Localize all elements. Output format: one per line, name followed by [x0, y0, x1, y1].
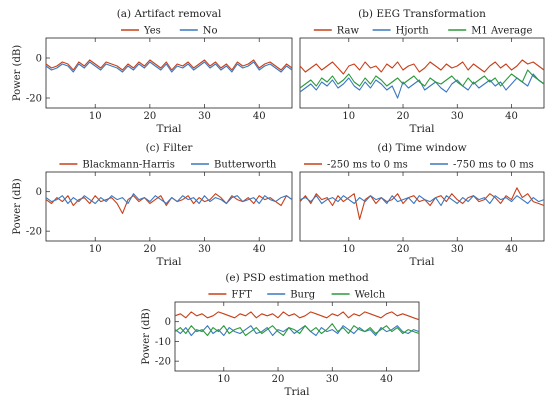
- y-tick-label: -20: [155, 357, 171, 368]
- series-line--250-ms-to-0-ms: [299, 187, 545, 220]
- series-line-yes: [45, 59, 293, 71]
- y-tick-label: -20: [26, 94, 42, 105]
- axes-frame: [174, 301, 420, 372]
- x-tick-label: 10: [217, 374, 230, 385]
- y-axis-label: Power (dB): [12, 45, 23, 101]
- legend-label: FFT: [231, 290, 252, 301]
- axes-frame: [45, 37, 293, 109]
- panel-title: (b) EEG Transformation: [358, 8, 486, 20]
- x-tick-label: 30: [198, 244, 211, 255]
- series-line-hjorth: [299, 73, 545, 99]
- series-line-burg: [174, 325, 420, 337]
- y-tick-label: -10: [155, 337, 171, 348]
- series-line-no: [45, 61, 293, 73]
- x-axis-label: Trial: [285, 386, 311, 398]
- x-tick-label: 10: [89, 111, 102, 122]
- x-tick-label: 40: [253, 244, 266, 255]
- x-axis-label: Trial: [157, 123, 183, 135]
- legend-label: Butterworth: [214, 160, 277, 171]
- x-tick-label: 30: [451, 244, 464, 255]
- y-tick-label: 0: [165, 317, 171, 328]
- series-line-fft: [174, 311, 420, 321]
- legend-label: No: [203, 26, 218, 37]
- x-tick-label: 20: [397, 111, 410, 122]
- panel-title: (c) Filter: [146, 142, 194, 154]
- x-tick-label: 30: [451, 111, 464, 122]
- x-tick-label: 20: [143, 111, 156, 122]
- y-tick-label: 0: [36, 187, 42, 198]
- legend-label: Burg: [290, 290, 316, 301]
- x-axis-label: Trial: [410, 123, 436, 135]
- x-tick-label: 20: [397, 244, 410, 255]
- x-tick-label: 20: [272, 374, 285, 385]
- axes-frame: [299, 171, 545, 242]
- y-tick-label: 0: [36, 54, 42, 65]
- panel-title: (d) Time window: [377, 142, 466, 154]
- legend-label: -750 ms to 0 ms: [453, 160, 534, 171]
- panel-title: (a) Artifact removal: [117, 8, 222, 20]
- series-line-raw: [299, 59, 545, 75]
- x-axis-label: Trial: [410, 256, 436, 268]
- axes-frame: [299, 37, 545, 109]
- legend-label: Raw: [337, 26, 360, 37]
- x-tick-label: 40: [505, 244, 518, 255]
- axes-frame: [45, 171, 293, 242]
- x-tick-label: 30: [198, 111, 211, 122]
- x-tick-label: 30: [326, 374, 339, 385]
- x-tick-label: 20: [143, 244, 156, 255]
- panel-title: (e) PSD estimation method: [225, 272, 369, 284]
- x-tick-label: 40: [380, 374, 393, 385]
- legend-label: Blackmann-Harris: [82, 160, 174, 171]
- series-line-m1-average: [299, 69, 545, 89]
- y-tick-label: -20: [26, 227, 42, 238]
- legend-label: Hjorth: [396, 26, 430, 37]
- series-line-welch: [174, 323, 420, 337]
- series-line-blackmann-harris: [45, 193, 293, 214]
- x-axis-label: Trial: [157, 256, 183, 268]
- legend-label: M1 Average: [471, 26, 532, 37]
- y-axis-label: Power (dB): [141, 308, 152, 364]
- x-tick-label: 40: [253, 111, 266, 122]
- legend-label: -250 ms to 0 ms: [327, 160, 408, 171]
- legend-label: Welch: [355, 290, 386, 301]
- x-tick-label: 10: [342, 244, 355, 255]
- x-tick-label: 10: [342, 111, 355, 122]
- x-tick-label: 10: [89, 244, 102, 255]
- series-line-butterworth: [45, 193, 293, 205]
- series-line--750-ms-to-0-ms: [299, 195, 545, 207]
- x-tick-label: 40: [505, 111, 518, 122]
- y-axis-label: Power (dB): [12, 178, 23, 234]
- legend-label: Yes: [143, 26, 161, 37]
